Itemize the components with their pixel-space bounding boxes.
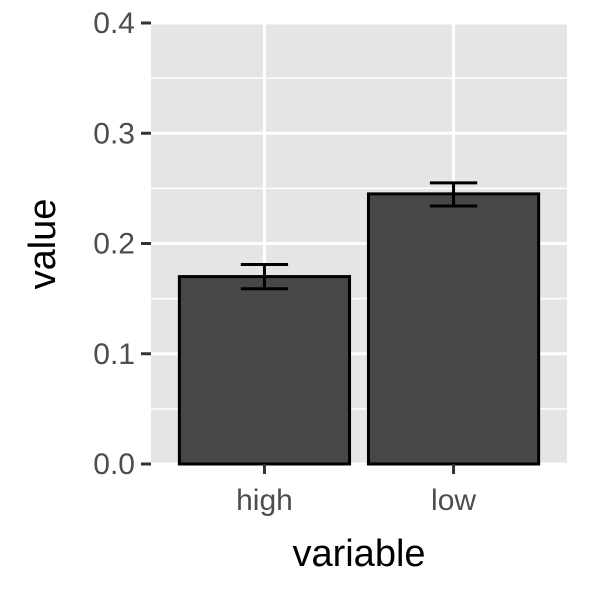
y-axis-title: value (22, 199, 64, 290)
y-tick-label: 0.4 (93, 7, 135, 40)
x-axis: high low (236, 464, 476, 517)
y-tick-label: 0.1 (93, 338, 135, 371)
error-bar-high (240, 262, 289, 291)
error-bars (240, 181, 478, 291)
x-axis-title: variable (292, 533, 425, 575)
x-tick-label: high (236, 484, 293, 517)
bar-high (177, 275, 352, 466)
y-axis: 0.0 0.1 0.2 0.3 0.4 (93, 7, 151, 481)
y-tick-label: 0.3 (93, 117, 135, 150)
y-tick-label: 0.2 (93, 228, 135, 261)
bar-low (366, 192, 541, 466)
error-bar-low (429, 181, 478, 208)
x-tick-label: low (431, 484, 476, 517)
bars (177, 192, 541, 466)
y-tick-label: 0.0 (93, 448, 135, 481)
